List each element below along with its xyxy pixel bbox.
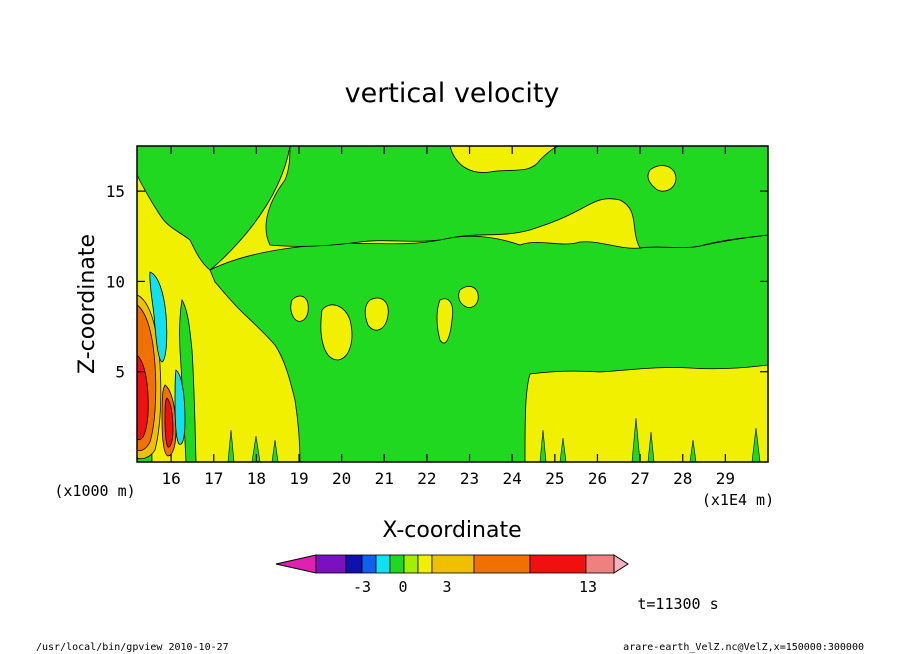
- colorbar-swatch: [403, 554, 419, 574]
- x-tick-label: 18: [247, 469, 266, 488]
- green-top-center: [265, 145, 769, 249]
- yellow-island-2: [364, 297, 389, 331]
- time-label: t=11300 s: [637, 595, 718, 613]
- footer-right: arare-earth_VelZ.nc@VelZ,x=150000:300000: [623, 642, 864, 653]
- downdraft-upper: [149, 271, 168, 363]
- x-unit-right: (x1E4 m): [702, 491, 774, 509]
- y-tick-label: 5: [115, 363, 125, 382]
- footer-left: /usr/local/bin/gpview 2010-10-27: [36, 642, 229, 653]
- x-axis-ticks: 16 17 18 19 20 21 22 23 24 25 26 27 28 29: [161, 146, 735, 488]
- green-upper-left: [136, 145, 291, 271]
- colorbar-label: 13: [579, 578, 597, 596]
- chart-title: vertical velocity: [345, 78, 560, 109]
- colorbar-label: 0: [398, 578, 407, 596]
- colorbar-swatch: [345, 554, 363, 574]
- colorbar-swatch: [585, 554, 615, 574]
- colorbar-swatch: [315, 554, 347, 574]
- x-tick-label: 20: [332, 469, 351, 488]
- y-tick-label: 15: [106, 182, 125, 201]
- plot-area: [136, 145, 769, 463]
- updraft-right-peak: [164, 397, 174, 448]
- colorbar-swatch: [431, 554, 475, 574]
- x-tick-label: 27: [630, 469, 649, 488]
- downdraft-lower: [174, 369, 186, 445]
- x-tick-label: 26: [588, 469, 607, 488]
- colorbar: [275, 554, 629, 574]
- x-tick-label: 16: [161, 469, 180, 488]
- x-tick-label: 22: [417, 469, 436, 488]
- y-tick-label: 10: [106, 272, 125, 291]
- x-tick-label: 25: [545, 469, 564, 488]
- colorbar-upper-extend: [613, 554, 629, 574]
- x-tick-label: 28: [673, 469, 692, 488]
- x-tick-label: 21: [375, 469, 394, 488]
- yellow-island-1: [320, 304, 353, 361]
- colorbar-label: -3: [353, 578, 371, 596]
- x-tick-label: 24: [503, 469, 522, 488]
- yellow-island-3: [436, 298, 454, 344]
- updraft-core: [136, 294, 177, 460]
- y-axis-ticks: 5 10 15: [106, 182, 768, 382]
- y-axis-label: Z-coordinate: [75, 234, 100, 374]
- x-unit-left: (x1000 m): [54, 482, 135, 500]
- colorbar-label: 3: [442, 578, 451, 596]
- plot-frame: [136, 145, 769, 463]
- colorbar-lower-extend: [275, 554, 317, 574]
- x-tick-label: 23: [460, 469, 479, 488]
- colorbar-swatch: [473, 554, 531, 574]
- yellow-island-5: [290, 295, 309, 322]
- x-axis-label: X-coordinate: [382, 518, 521, 543]
- x-tick-label: 17: [204, 469, 223, 488]
- colorbar-swatch: [529, 554, 587, 574]
- colorbar-labels: -3 0 3 13: [353, 578, 597, 596]
- updraft-red: [136, 354, 149, 441]
- colorbar-swatch: [361, 554, 377, 574]
- x-tick-label: 19: [289, 469, 308, 488]
- downdraft: [149, 271, 186, 445]
- colorbar-swatch: [389, 554, 405, 574]
- yellow-island-6: [458, 286, 479, 308]
- colorbar-swatch: [417, 554, 433, 574]
- colorbar-swatch: [375, 554, 391, 574]
- x-tick-label: 29: [716, 469, 735, 488]
- yellow-island-4: [647, 165, 677, 192]
- yellow-islands: [290, 165, 677, 361]
